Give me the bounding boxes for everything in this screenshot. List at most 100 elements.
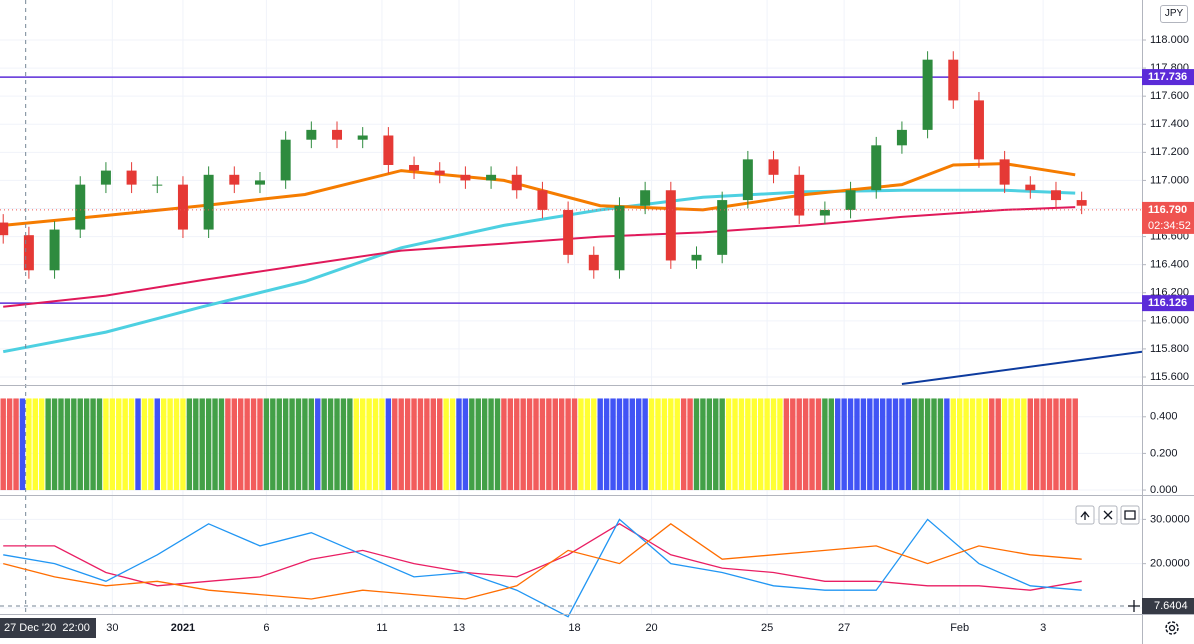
cam-bar — [860, 398, 867, 491]
cam-bar — [340, 398, 347, 491]
cam-bar — [706, 398, 713, 491]
crosshair-label-bg — [0, 618, 96, 638]
x-tick-label: 30 — [106, 622, 118, 634]
cam-bar — [777, 398, 783, 491]
y-tick-label: 118.000 — [1150, 34, 1189, 46]
settings-button[interactable] — [1165, 621, 1179, 635]
currency-button[interactable]: JPY — [1160, 5, 1188, 23]
cam-bar — [899, 398, 905, 491]
pane-button-icon — [1103, 510, 1113, 520]
cam-bar — [353, 398, 359, 491]
cam-bar — [199, 398, 205, 491]
y-tick-label: 117.000 — [1150, 174, 1189, 186]
cam-bar — [597, 398, 603, 491]
x-tick-label: 13 — [453, 622, 465, 634]
cam-bar — [456, 398, 462, 491]
pane-button[interactable] — [1098, 505, 1118, 525]
cam-bar — [514, 398, 520, 491]
candle-body — [1050, 190, 1061, 201]
cam-bar — [154, 398, 160, 491]
candle-body — [922, 59, 933, 130]
cam-bar — [623, 398, 629, 491]
cam-bar — [796, 398, 802, 491]
cam-bar — [64, 398, 71, 491]
cam-bar — [507, 398, 514, 491]
cam-bar — [392, 398, 398, 491]
cam-bar — [488, 398, 494, 491]
cam-bar — [13, 398, 19, 491]
cam-bar — [116, 398, 122, 491]
cam-bar — [6, 398, 13, 491]
cam-bar — [205, 398, 212, 491]
cam-bar — [995, 398, 1001, 491]
cam-bar — [193, 398, 199, 491]
level-label: 116.126 — [1148, 297, 1187, 309]
cam-bar — [231, 398, 238, 491]
cam-bar — [873, 398, 879, 491]
candle-body — [665, 190, 676, 261]
pane-button[interactable] — [1075, 505, 1095, 525]
candle-body — [717, 200, 728, 255]
cam-bar — [77, 398, 83, 491]
cam-bar — [790, 398, 796, 491]
cam-bar — [257, 398, 263, 491]
last-price-label: 116.790 — [1148, 204, 1187, 216]
cam-bar — [539, 398, 546, 491]
cam-bar — [90, 398, 96, 491]
cam-bar — [449, 398, 456, 491]
cam-bar — [469, 398, 475, 491]
cam-bar — [19, 398, 26, 491]
candle-body — [948, 59, 959, 101]
cam-bar — [565, 398, 571, 491]
candle-body — [280, 139, 291, 181]
cam-bar — [51, 398, 58, 491]
candle-body — [126, 170, 137, 185]
y-tick-label: 117.200 — [1150, 146, 1189, 158]
cam-bar — [462, 398, 469, 491]
cam-bar — [58, 398, 64, 491]
candle-body — [1076, 200, 1087, 206]
pane-button[interactable] — [1120, 505, 1140, 525]
y-tick-label: 116.400 — [1150, 259, 1189, 271]
cam-bar — [989, 398, 995, 491]
x-tick-label: 18 — [568, 622, 580, 634]
y-tick-label: 0.200 — [1150, 447, 1178, 459]
cam-bar — [327, 398, 334, 491]
cam-bar — [26, 398, 32, 491]
cam-bar — [347, 398, 353, 491]
candle-body — [229, 174, 240, 185]
candle-body — [203, 174, 214, 230]
cam-bar — [918, 398, 924, 491]
candle-body — [640, 190, 651, 206]
cam-bar — [263, 398, 270, 491]
cam-bar — [757, 398, 764, 491]
y-tick-label: 117.400 — [1150, 118, 1189, 130]
cam-bar — [802, 398, 809, 491]
cam-bar — [552, 398, 558, 491]
cam-bar — [578, 398, 584, 491]
cam-bar — [148, 398, 154, 491]
cam-bar — [584, 398, 591, 491]
x-tick-label: 3 — [1040, 622, 1046, 634]
y-tick-label: 117.600 — [1150, 90, 1189, 102]
cam-bar — [944, 398, 950, 491]
cam-bar — [661, 398, 668, 491]
cam-bar — [912, 398, 918, 491]
cam-bar — [668, 398, 674, 491]
cam-bar — [725, 398, 732, 491]
cam-bar — [963, 398, 969, 491]
cam-bar — [250, 398, 257, 491]
dmi-line — [3, 523, 1082, 591]
cam-bar — [45, 398, 51, 491]
cam-bar — [1014, 398, 1021, 491]
cam-bar — [809, 398, 815, 491]
cam-bar — [931, 398, 937, 491]
cam-bar — [0, 398, 6, 491]
candle-body — [819, 209, 830, 216]
dmi-line — [3, 522, 1082, 600]
cam-bar — [270, 398, 276, 491]
cam-bar — [122, 398, 128, 491]
cam-bar — [128, 398, 135, 491]
cam-bar — [173, 398, 180, 491]
